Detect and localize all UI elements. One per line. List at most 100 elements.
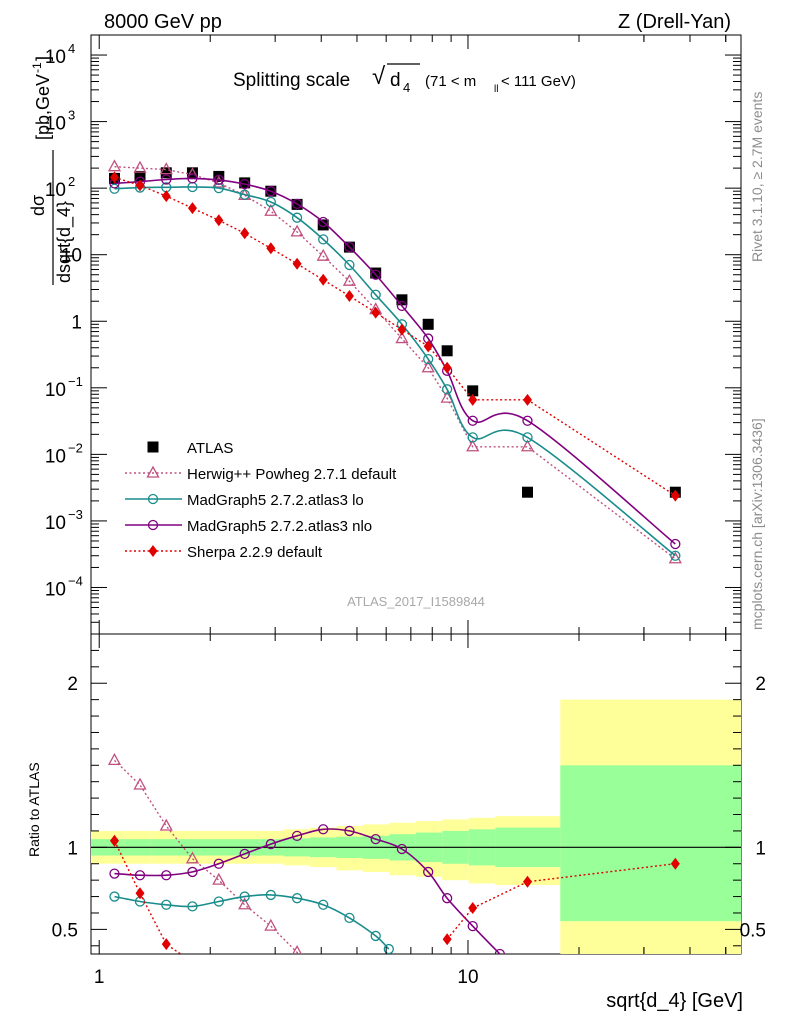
ratio-2-point-13 [441,893,453,904]
y-tick-label: 1 [71,312,82,333]
title-range-sub: ll [494,84,498,95]
series-0-point-8 [317,219,329,231]
series-1-point-12 [421,360,435,373]
series-4-point-12 [423,340,433,353]
ratio-1-point-3 [187,901,198,912]
legend-label-3: MadGraph5 2.7.2.atlas3 nlo [187,518,372,535]
ratio-2-point-7 [291,830,303,841]
ratio-1-point-0 [109,891,120,902]
ratio-y-tick-label: 2 [67,674,78,695]
series-1-point-8 [316,248,330,261]
ratio-0-point-1 [133,777,147,790]
series-4-point-7 [292,257,302,270]
title-sqrt-symbol: √ [372,63,386,90]
ratio-3-point-7 [670,857,680,870]
legend-marker-3 [147,519,159,531]
top-ylabel: dσ dsqrt{d_4} [pb,GeV -1 ] [28,56,75,285]
ratio-2-point-11 [396,843,408,855]
series-1-point-14 [466,439,480,452]
series-4-point-10 [371,306,381,319]
ratio-1-point-2 [161,899,172,910]
ratio-2-point-12 [423,866,434,878]
legend-marker-2 [147,493,159,505]
series-line-1 [114,166,676,560]
y-tick-label-exp: −3 [68,507,83,522]
series-1-point-4 [212,175,226,188]
ratio-plot-area [107,753,680,954]
series-2-point-13 [441,384,453,395]
ratio-0-point-2 [159,818,173,831]
ratio-y-tick-label-right: 1 [755,838,766,859]
series-4-point-9 [344,289,354,302]
series-line-2 [114,186,676,557]
mcplots-label: mcplots.cern.ch [arXiv:1306.3436] [749,418,765,630]
ratio-2-point-5 [239,848,250,860]
top-plot-area [107,159,682,564]
series-0-point-1 [134,170,146,182]
ratio-1-point-6 [265,889,276,901]
series-2-point-9 [344,259,355,271]
series-1-point-16 [668,551,682,564]
series-1-point-2 [159,162,173,175]
legend: ATLAS Herwig++ Powheg 2.7.1 default MadGra… [125,440,397,561]
ratio-1-point-5 [239,891,250,902]
series-1-point-7 [290,224,304,237]
ratio-3-point-1 [135,887,145,900]
series-2-point-15 [522,432,533,443]
series-4-point-13 [442,361,452,374]
ratio-1-point-10 [370,930,381,942]
rivet-label: Rivet 3.1.10, ≥ 2.7M events [749,92,765,262]
series-3-point-7 [291,198,303,210]
series-0-point-14 [467,385,479,397]
ratio-0-point-6 [264,918,278,931]
ratio-line-1-0 [114,894,390,950]
series-3-point-2 [161,174,172,185]
ratio-2-point-6 [265,838,276,850]
series-4-point-5 [240,227,250,240]
y-tick-label-exp: −4 [68,573,83,588]
series-4-point-6 [266,242,276,255]
ratio-0-point-4 [212,872,226,885]
series-3-point-9 [344,241,355,253]
ylabel-units: [pb,GeV [33,74,53,140]
y-tick-label-exp: 2 [68,174,75,189]
ratio-0-point-3 [185,851,200,864]
ratio-2-point-9 [344,825,355,837]
series-1-point-0 [107,159,122,172]
ylabel-numerator: dσ [28,195,48,216]
series-1-point-9 [342,273,357,286]
xlabel: sqrt{d_4} [GeV] [606,990,743,1012]
x-tick-label: 1 [94,967,105,988]
series-3-point-10 [370,269,381,280]
series-0-point-11 [396,294,408,306]
series-2-point-4 [213,182,224,194]
ratio-2-point-10 [370,833,381,845]
series-4-point-2 [161,190,171,203]
ratio-1-point-9 [344,912,355,924]
series-4-point-11 [397,323,407,336]
ratio-3-point-4 [442,933,452,946]
title-main: Splitting scale [233,70,350,91]
y-tick-label: 10 [45,114,66,135]
series-3-point-8 [318,216,329,228]
series-0-point-12 [422,318,434,330]
ratio-1-point-8 [318,899,329,910]
series-1-point-6 [264,203,278,216]
watermark: ATLAS_2017_I1589844 [347,594,485,609]
ratio-2-point-1 [134,870,146,881]
series-3-point-4 [213,174,224,186]
ratio-ylabel: Ratio to ATLAS [26,762,42,857]
series-3-point-11 [396,300,408,312]
series-2-point-16 [670,550,681,561]
series-3-point-5 [239,178,250,190]
ratio-1-point-11 [383,943,394,954]
ratio-3-point-2 [161,938,171,951]
green-band-16 [560,765,741,922]
legend-label-1: Herwig++ Powheg 2.7.1 default [187,466,397,483]
ratio-1-point-7 [291,893,303,904]
title-range-end: < 111 GeV) [501,73,576,90]
y-tick-label-exp: 3 [68,108,75,123]
series-0-point-15 [521,486,533,498]
series-4-point-15 [522,393,532,406]
